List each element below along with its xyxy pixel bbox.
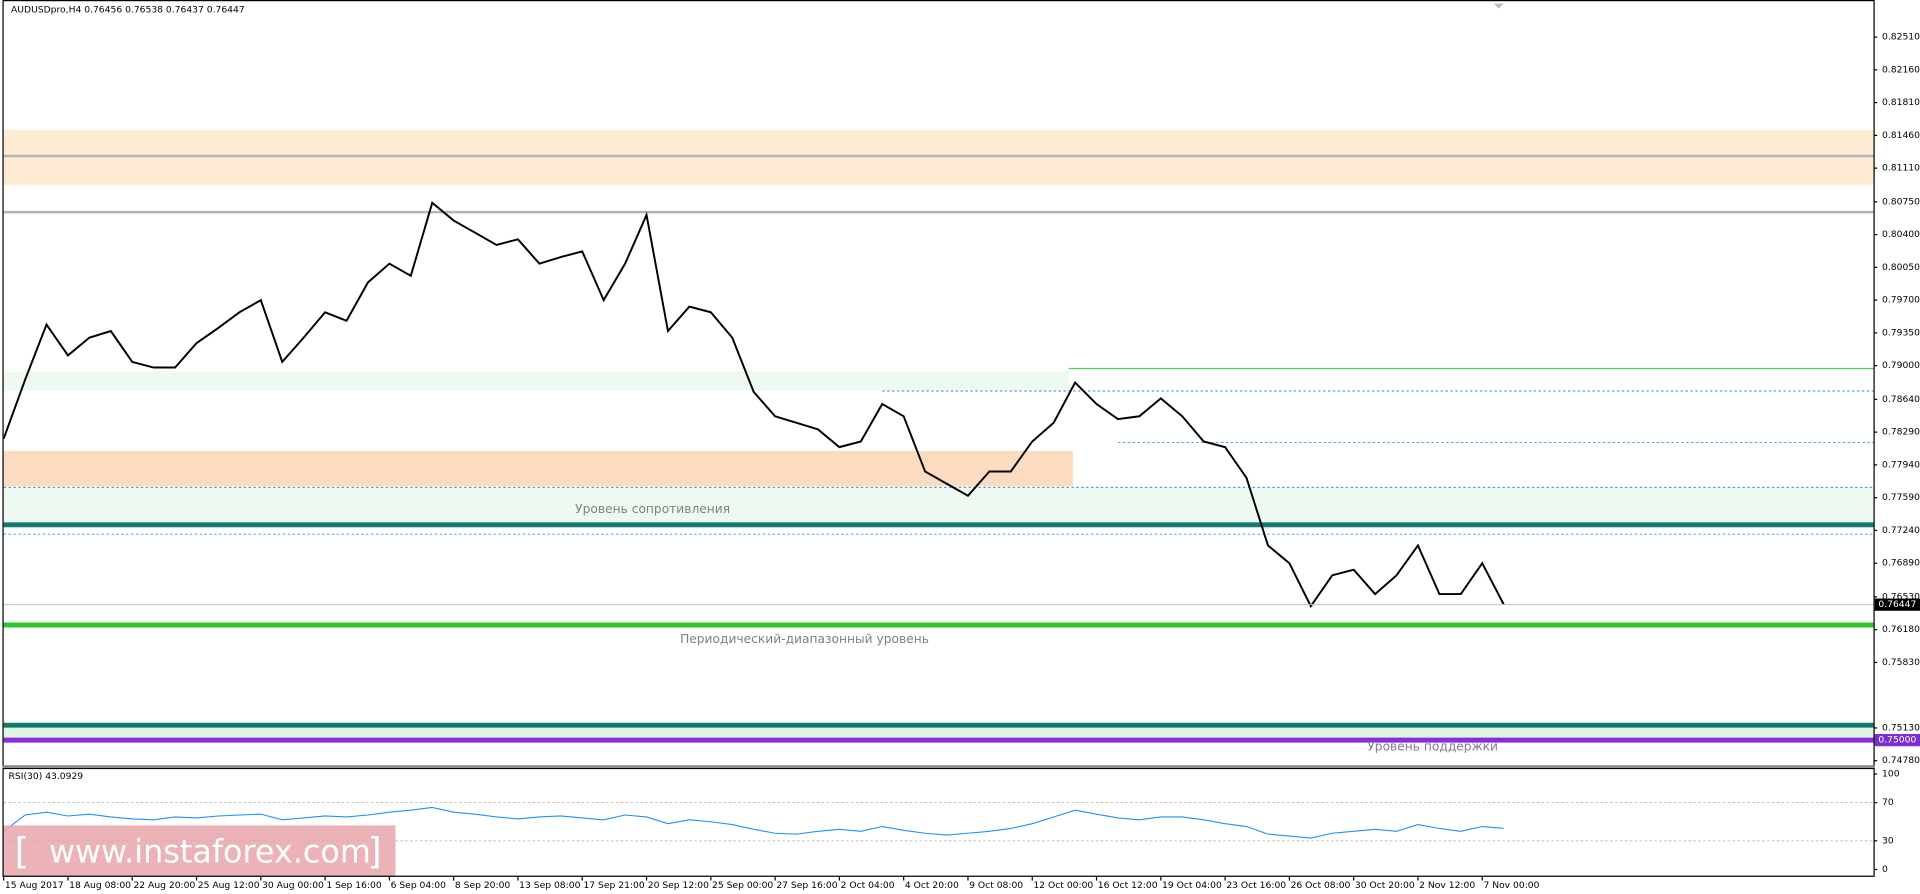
x-tick-label: 9 Oct 08:00 bbox=[969, 880, 1023, 891]
x-tick-label: 15 Aug 2017 bbox=[5, 880, 64, 891]
y-tick-label: 0.75130 bbox=[1882, 722, 1920, 733]
x-tick-label: 22 Aug 20:00 bbox=[133, 880, 195, 891]
x-tick-label: 30 Oct 20:00 bbox=[1355, 880, 1415, 891]
price-line bbox=[2, 201, 1505, 609]
y-tick-label: 0.81110 bbox=[1882, 163, 1920, 174]
y-tick-label: 0.82510 bbox=[1882, 32, 1920, 43]
y-tick-label: 100 bbox=[1882, 768, 1900, 779]
y-tick-label: 0.75830 bbox=[1882, 657, 1920, 668]
x-tick-label: 12 Oct 00:00 bbox=[1033, 880, 1093, 891]
shift-marker bbox=[1493, 3, 1504, 9]
x-tick-label: 2 Nov 12:00 bbox=[1419, 880, 1475, 891]
x-tick-label: 16 Oct 12:00 bbox=[1098, 880, 1158, 891]
y-tick-label: 0.80050 bbox=[1882, 262, 1920, 273]
x-tick-label: 7 Nov 00:00 bbox=[1483, 880, 1539, 891]
y-tick-label: 0.77240 bbox=[1882, 525, 1920, 536]
y-tick-label: 0.80750 bbox=[1882, 196, 1920, 207]
y-tick-label: 70 bbox=[1882, 797, 1894, 808]
y-tick-label: 0.80400 bbox=[1882, 229, 1920, 240]
x-tick-label: 18 Aug 08:00 bbox=[69, 880, 131, 891]
y-tick-label: 0.77940 bbox=[1882, 459, 1920, 470]
x-tick-label: 30 Aug 00:00 bbox=[262, 880, 324, 891]
x-tick-label: 6 Sep 04:00 bbox=[391, 880, 447, 891]
zones bbox=[3, 129, 1874, 743]
x-tick-label: 4 Oct 20:00 bbox=[905, 880, 959, 891]
zone bbox=[3, 725, 1874, 741]
main: 0.82510 0.82160 0.81810 0.81460 0.81110 0.807… bbox=[2, 32, 1920, 891]
annotation: Уровень поддержки bbox=[1367, 740, 1498, 754]
zone bbox=[3, 487, 1874, 525]
zone bbox=[3, 371, 1069, 391]
x-tick-label: 1 Sep 16:00 bbox=[326, 880, 382, 891]
y-tick-label: 0.74780 bbox=[1882, 755, 1920, 766]
x-tick-label: 27 Sep 16:00 bbox=[776, 880, 837, 891]
watermark-text: [ bbox=[15, 830, 29, 873]
watermark-box bbox=[3, 825, 396, 877]
x-tick-label: 2 Oct 04:00 bbox=[841, 880, 895, 891]
y-tick-label: 0.79700 bbox=[1882, 295, 1920, 306]
watermark-text: www.instaforex.com bbox=[49, 833, 371, 871]
price-label-box bbox=[1874, 598, 1920, 611]
x-tick-label: 17 Sep 21:00 bbox=[583, 880, 644, 891]
y-tick-label: 30 bbox=[1882, 835, 1894, 846]
x-tick-label: 13 Sep 08:00 bbox=[519, 880, 580, 891]
price-label: 0.76447 bbox=[1878, 599, 1916, 610]
y-tick-label: 0.78290 bbox=[1882, 427, 1920, 438]
y-tick-label: 0.81460 bbox=[1882, 130, 1920, 141]
y-tick-label: 0.76180 bbox=[1882, 624, 1920, 635]
y-tick-label: 0 bbox=[1882, 864, 1888, 875]
annotation: Уровень сопротивления bbox=[575, 502, 730, 516]
rsi-title: RSI(30) 43.0929 bbox=[9, 771, 84, 782]
x-tick-label: 25 Aug 12:00 bbox=[198, 880, 260, 891]
x-tick-label: 20 Sep 12:00 bbox=[648, 880, 709, 891]
y-tick-label: 0.79000 bbox=[1882, 360, 1920, 371]
watermark-text: ] bbox=[367, 830, 381, 873]
x-tick-label: 25 Sep 00:00 bbox=[712, 880, 773, 891]
y-tick-label: 0.76890 bbox=[1882, 558, 1920, 569]
x-tick-label: 26 Oct 08:00 bbox=[1291, 880, 1351, 891]
price-label: 0.75000 bbox=[1878, 735, 1916, 746]
y-tick-label: 0.76530 bbox=[1882, 591, 1920, 602]
x-tick-label: 23 Oct 16:00 bbox=[1226, 880, 1286, 891]
price-label-box bbox=[1874, 734, 1920, 747]
price-line bbox=[3, 806, 1504, 839]
y-tick-label: 0.77590 bbox=[1882, 492, 1920, 503]
x-tick-label: 8 Sep 20:00 bbox=[455, 880, 511, 891]
chart-title: AUDUSDpro,H4 0.76456 0.76538 0.76437 0.7… bbox=[11, 4, 245, 15]
y-tick-label: 0.82160 bbox=[1882, 64, 1920, 75]
y-tick-label: 0.78640 bbox=[1882, 394, 1920, 405]
y-tick-label: 0.81810 bbox=[1882, 97, 1920, 108]
y-tick-label: 0.79350 bbox=[1882, 327, 1920, 338]
zone bbox=[3, 450, 1073, 487]
annotation: Периодический-диапазонный уровень bbox=[680, 632, 929, 646]
x-tick-label: 19 Oct 04:00 bbox=[1162, 880, 1222, 891]
zone bbox=[3, 129, 1874, 185]
rsi-frame bbox=[2, 767, 1875, 877]
